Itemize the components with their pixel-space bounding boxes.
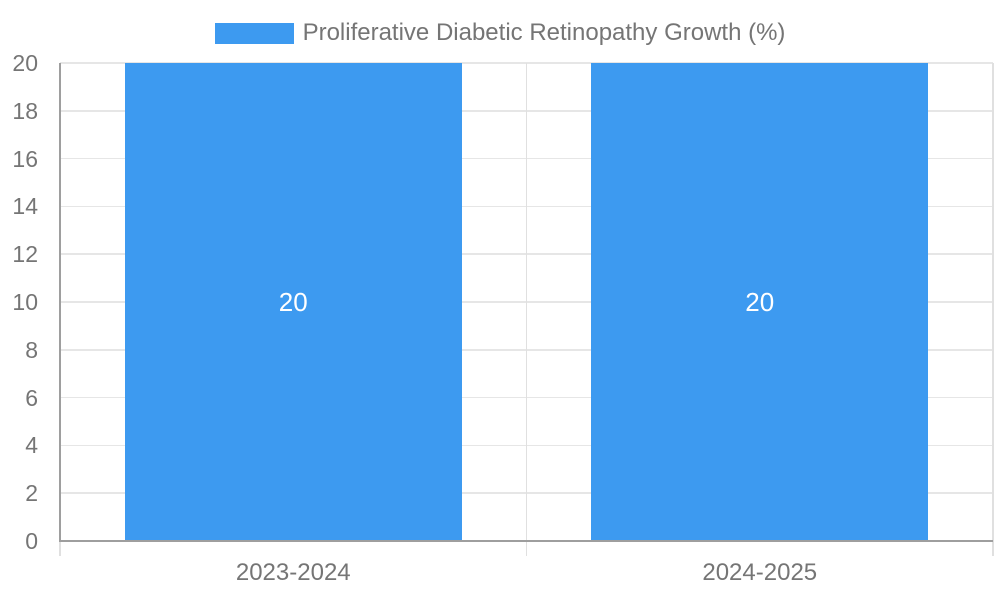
- category-divider: [992, 63, 994, 556]
- y-tick-label: 6: [25, 384, 38, 411]
- legend: Proliferative Diabetic Retinopathy Growt…: [0, 21, 1000, 45]
- y-tick-label: 18: [12, 97, 38, 124]
- axis-tick: [59, 541, 61, 556]
- bar-value-label: 20: [745, 287, 775, 317]
- y-tick-label: 10: [12, 289, 38, 315]
- y-tick-label: 20: [12, 50, 38, 76]
- bar-value-label: 20: [278, 287, 308, 317]
- category-divider: [525, 63, 528, 556]
- x-category-label: 2024-2025: [702, 559, 818, 586]
- y-axis-line: [59, 63, 61, 541]
- x-axis-line: [59, 540, 993, 542]
- bar: [124, 63, 462, 541]
- legend-label: Proliferative Diabetic Retinopathy Growt…: [302, 19, 786, 46]
- y-tick-label: 8: [25, 336, 38, 363]
- y-tick-label: 2: [25, 480, 38, 507]
- y-tick-label: 12: [12, 241, 38, 268]
- bar: [591, 63, 929, 541]
- legend-swatch: [214, 22, 294, 44]
- y-tick-label: 16: [12, 145, 38, 172]
- y-tick-label: 0: [25, 528, 38, 554]
- x-category-label: 2023-2024: [235, 559, 351, 586]
- y-tick-label: 14: [12, 193, 38, 220]
- y-tick-label: 4: [25, 432, 38, 459]
